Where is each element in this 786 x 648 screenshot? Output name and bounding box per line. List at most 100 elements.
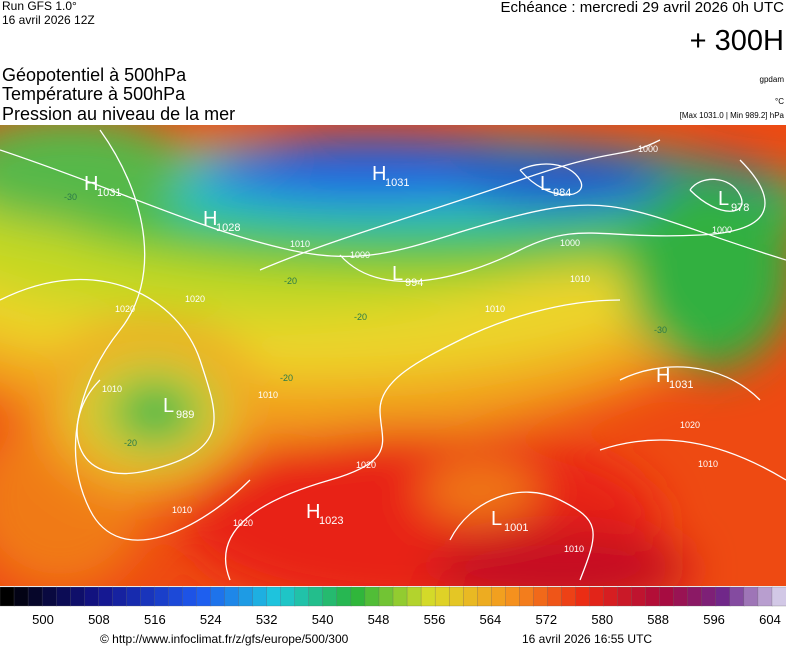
- center-value: 984: [553, 187, 571, 199]
- colorbar-tick: 524: [200, 612, 222, 627]
- color-swatch: [350, 586, 366, 607]
- center-value: 989: [176, 409, 194, 421]
- color-swatch: [336, 586, 352, 607]
- center-letter: L: [540, 173, 551, 195]
- color-swatch: [252, 586, 268, 607]
- color-swatch: [126, 586, 142, 607]
- colorbar-tick: 532: [256, 612, 278, 627]
- color-swatch: [266, 586, 282, 607]
- color-swatch: [27, 586, 43, 607]
- colorbar-tick: 564: [480, 612, 502, 627]
- center-letter: H: [306, 501, 320, 523]
- color-swatch: [392, 586, 408, 607]
- contour-label: -30: [654, 325, 667, 335]
- colorbar: 500 508 516 524 532 540 548 556 564 572 580 588 596 6…: [0, 586, 786, 627]
- color-swatch: [434, 586, 450, 607]
- color-swatch: [98, 586, 113, 607]
- unit: °C: [775, 97, 784, 106]
- color-swatch: [533, 586, 549, 607]
- unit: [Max 1031.0 | Min 989.2] hPa: [680, 111, 785, 120]
- contour-label: -20: [354, 312, 367, 322]
- color-swatch: [659, 586, 675, 607]
- color-swatch: [294, 586, 310, 607]
- color-swatch: [673, 586, 689, 607]
- center-letter: L: [718, 188, 729, 210]
- color-swatch: [196, 586, 212, 607]
- contour-label: 1010: [698, 459, 718, 469]
- contour-label: -20: [284, 276, 297, 286]
- colorbar-tick: 596: [703, 612, 725, 627]
- color-swatch: [477, 586, 492, 607]
- colorbar-tick: 540: [312, 612, 334, 627]
- color-swatch: [729, 586, 745, 607]
- contour-label: 1020: [115, 304, 135, 314]
- layer: Géopotentiel à 500hPa: [2, 65, 187, 85]
- center-value: 1031: [385, 177, 409, 189]
- contour-label: 1010: [485, 304, 505, 314]
- center-letter: H: [372, 163, 386, 185]
- contour-label: -30: [64, 192, 77, 202]
- center-letter: L: [392, 263, 403, 285]
- center-value: 994: [405, 277, 423, 289]
- color-swatch: [448, 586, 464, 607]
- contour-label: 1010: [172, 505, 192, 515]
- contour-label: 1020: [233, 518, 253, 528]
- center-letter: H: [203, 208, 217, 230]
- color-swatch: [575, 586, 591, 607]
- color-swatch: [112, 586, 127, 607]
- center-letter: L: [491, 508, 502, 530]
- colorbar-tick: 548: [368, 612, 390, 627]
- colorbar-tick: 604: [759, 612, 781, 627]
- color-swatch: [210, 586, 226, 607]
- contour-label: 1020: [185, 294, 205, 304]
- isobars: [0, 129, 786, 581]
- unit: gpdam: [760, 75, 785, 84]
- color-swatch: [224, 586, 240, 607]
- color-swatch: [55, 586, 71, 607]
- contour-label: -20: [280, 373, 293, 383]
- colorbar-tick: 508: [88, 612, 110, 627]
- contour-label: 1010: [564, 544, 584, 554]
- color-swatch: [182, 586, 198, 607]
- color-swatch: [406, 586, 422, 607]
- color-swatch: [238, 586, 254, 607]
- color-swatch: [491, 586, 506, 607]
- color-swatch: [140, 586, 156, 607]
- contour-label: 1010: [290, 239, 310, 249]
- color-swatch: [70, 586, 85, 607]
- color-swatch: [280, 586, 296, 607]
- colorbar-tick: 556: [424, 612, 446, 627]
- color-swatch: [463, 586, 478, 607]
- color-swatch: [757, 586, 773, 607]
- colorbar-tick: 572: [535, 612, 557, 627]
- center-letter: H: [84, 173, 98, 195]
- color-swatch: [364, 586, 380, 607]
- color-swatch: [519, 586, 535, 607]
- color-swatch: [603, 586, 619, 607]
- color-swatch: [687, 586, 703, 607]
- color-swatch: [41, 586, 57, 607]
- contour-label: 1010: [258, 390, 278, 400]
- center-value: 1028: [216, 222, 240, 234]
- contour-label: 1020: [680, 420, 700, 430]
- contour-label: 1000: [638, 144, 658, 154]
- color-swatch: [505, 586, 520, 607]
- color-swatch: [154, 586, 170, 607]
- color-swatch: [645, 586, 661, 607]
- contour-label: 1000: [712, 225, 732, 235]
- center-letter: H: [656, 365, 670, 387]
- contour-label: 1010: [570, 274, 590, 284]
- contour-label: 1000: [560, 238, 580, 248]
- center-letter: L: [163, 395, 174, 417]
- color-swatch: [617, 586, 633, 607]
- center-value: 1023: [319, 515, 343, 527]
- color-swatch: [0, 586, 15, 607]
- generated: 16 avril 2026 16:55 UTC: [522, 632, 652, 646]
- layer: Pression au niveau de la mer: [2, 104, 235, 124]
- center-value: 1031: [669, 379, 693, 391]
- run-date: 16 avril 2026 12Z: [2, 13, 95, 27]
- color-swatch: [631, 586, 647, 607]
- color-swatch: [561, 586, 577, 607]
